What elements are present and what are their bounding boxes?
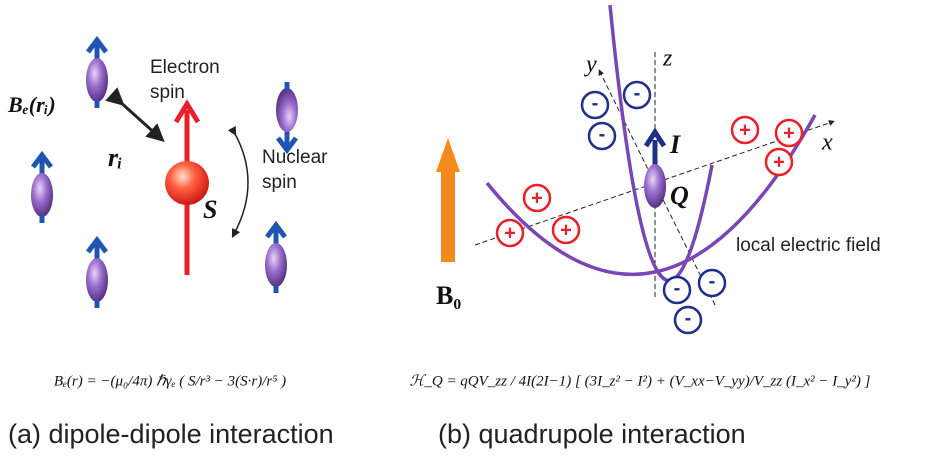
positive-charge: + [773, 151, 785, 173]
panel-b: + + + + + + - - - - - - x y z I Q B₀ loc… [410, 5, 881, 449]
negative-charge: - [599, 123, 606, 145]
spin-label: I [669, 130, 681, 159]
formula: Bₑ(r) = −(μ₀/4π) ℏγₑ ( S/r³ − 3(S·r)/r⁵ … [54, 373, 286, 389]
negative-charge: - [634, 82, 641, 104]
axis-label: x [821, 130, 833, 156]
field-arrow-head [436, 138, 460, 172]
figure: Electron spin Nuclear spin Bₑ(rᵢ) rᵢ S B… [0, 0, 930, 465]
negative-charge: - [592, 92, 599, 114]
positive-charge: + [739, 119, 751, 141]
nuclear-spin [31, 155, 53, 223]
nuclear-spin [265, 225, 287, 293]
positive-charge: + [560, 219, 572, 241]
panel-a: Electron spin Nuclear spin Bₑ(rᵢ) rᵢ S B… [7, 40, 334, 449]
spin-label: S [203, 195, 217, 224]
caption: (a) dipole-dipole interaction [8, 419, 334, 449]
interaction-arrow [234, 132, 248, 234]
negative-charge: - [685, 307, 692, 329]
quadrupole-label: Q [670, 181, 689, 210]
positive-charge: + [783, 122, 795, 144]
field-label: B₀ [436, 281, 461, 310]
distance-arrow [118, 100, 158, 136]
negative-charge: - [709, 270, 716, 292]
formula: ℋ_Q = qQV_zz / 4I(2I−1) [ (3I_z² − I²) +… [410, 373, 871, 389]
electron-label: Electron [150, 57, 220, 78]
axis-label: z [662, 46, 673, 72]
nuclear-spin [276, 82, 298, 150]
field-label: Bₑ(rᵢ) [7, 92, 56, 117]
nuclear-spin [86, 240, 108, 308]
nucleus [644, 164, 666, 208]
nuclear-label: Nuclear [262, 147, 328, 168]
axis-label: y [584, 52, 597, 78]
positive-charge: + [504, 222, 516, 244]
electron-label: spin [150, 82, 185, 103]
nuclear-spin [86, 40, 108, 108]
nuclear-label: spin [262, 172, 297, 193]
positive-charge: + [531, 187, 543, 209]
negative-charge: - [674, 277, 681, 299]
caption: (b) quadrupole interaction [438, 419, 746, 449]
curve-label: local electric field [736, 235, 881, 256]
distance-label: rᵢ [108, 143, 123, 172]
